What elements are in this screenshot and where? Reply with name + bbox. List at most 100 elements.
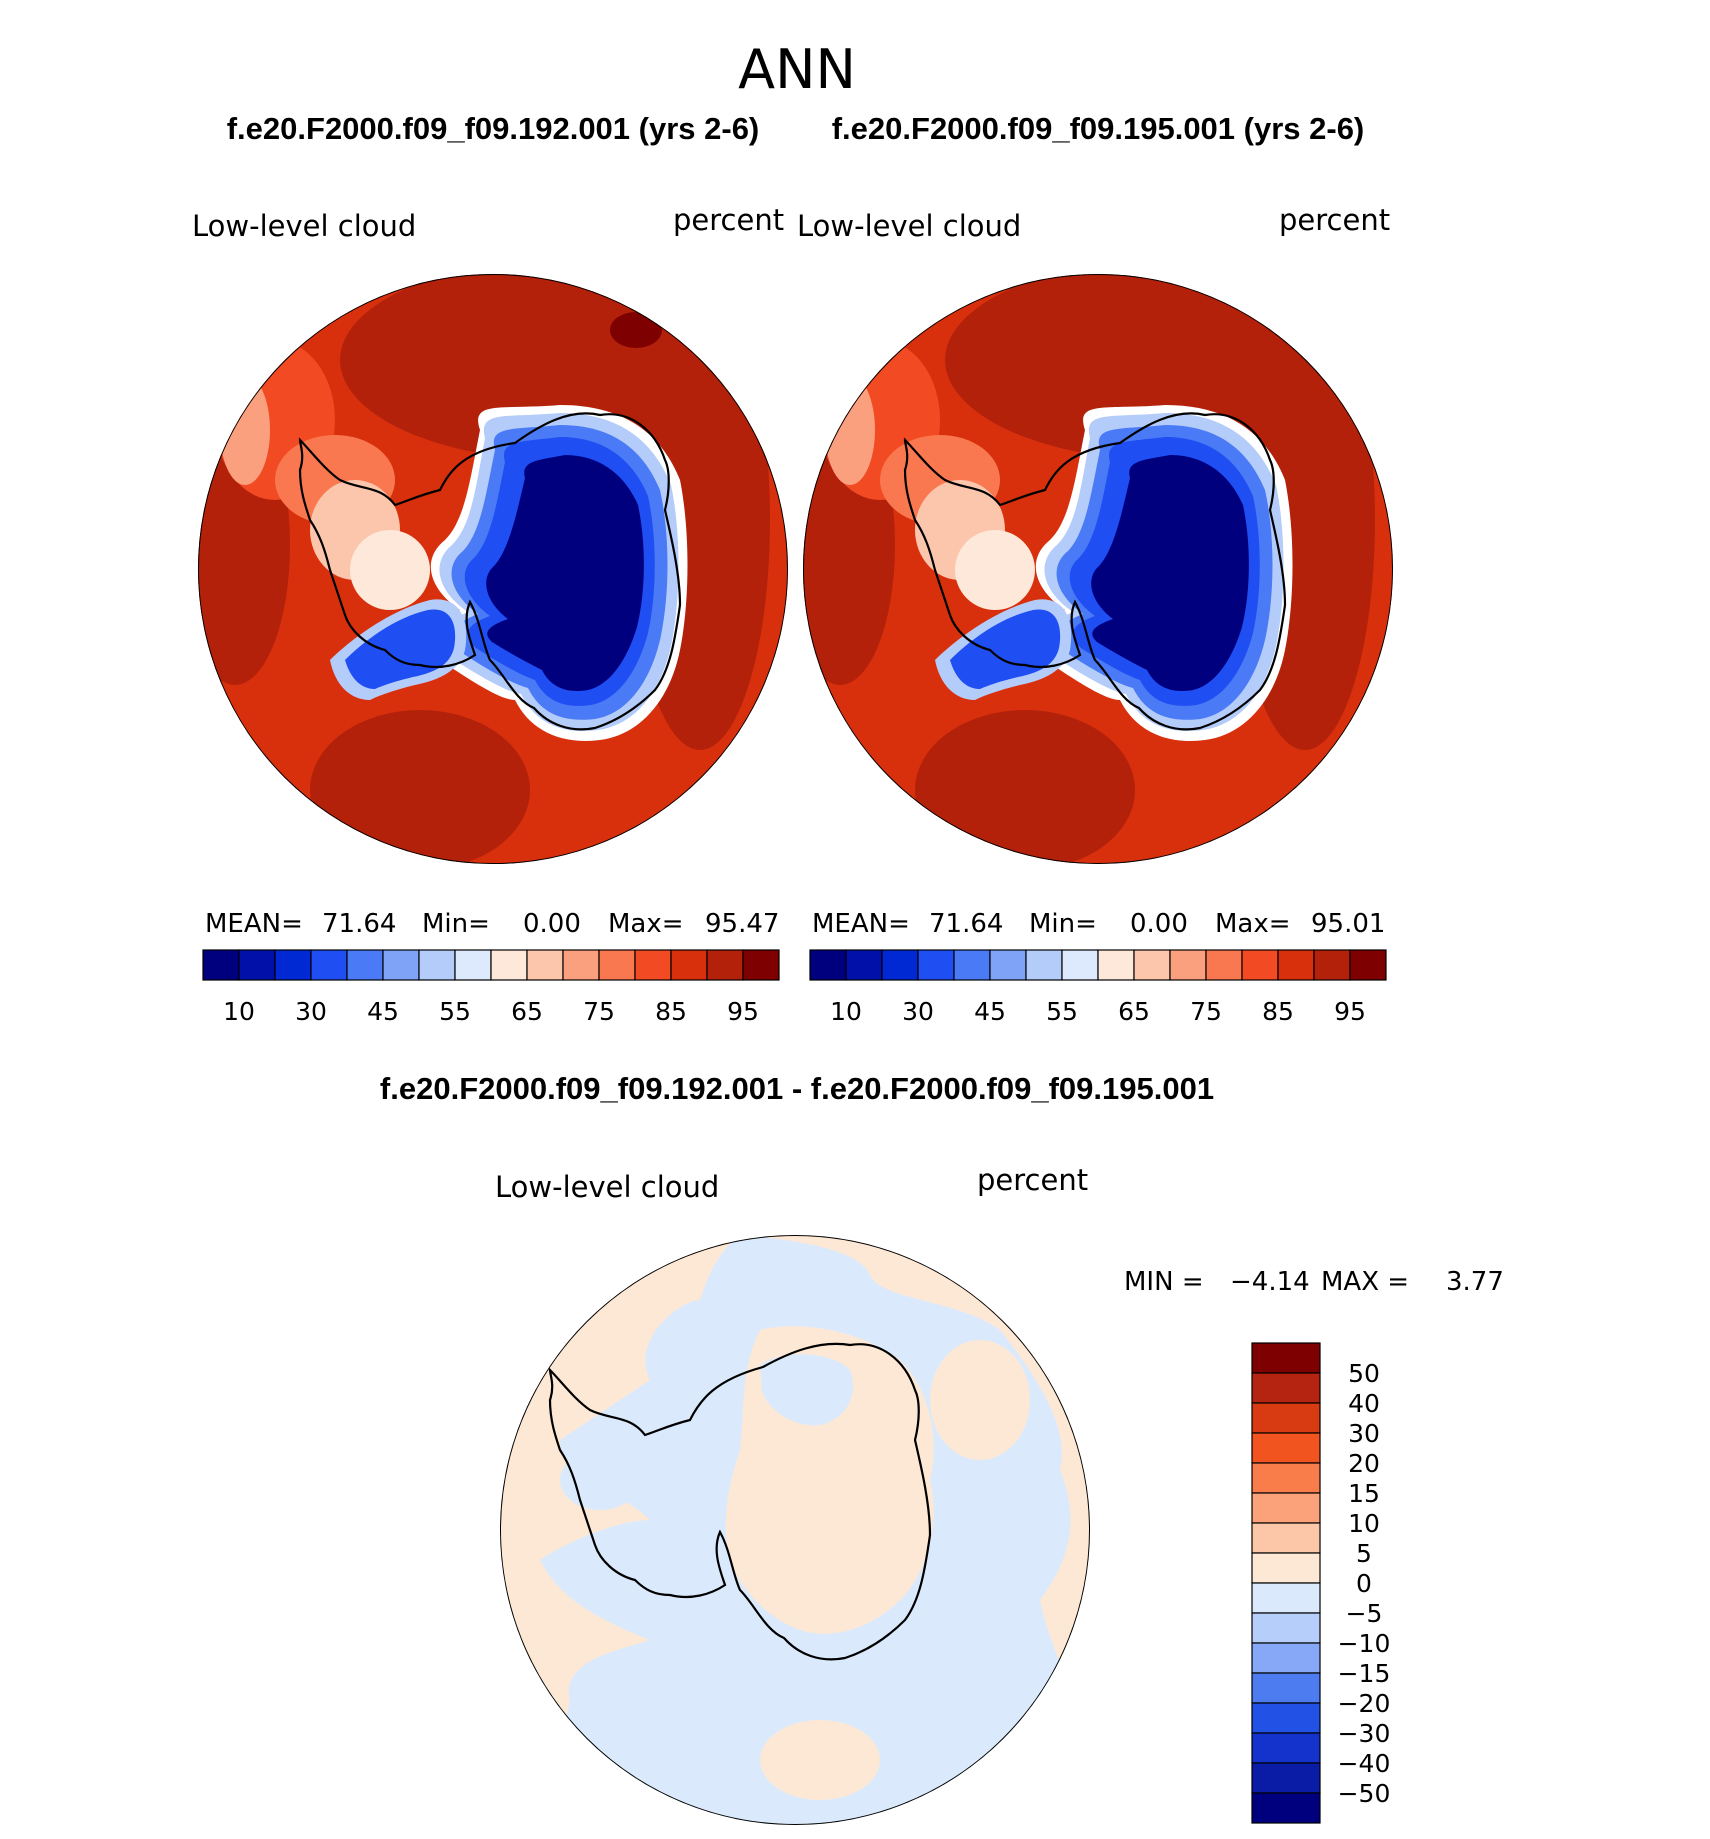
case2-max-label: Max= [1215,909,1291,939]
case1-colorbar-swatch [454,949,492,981]
case1-colorbar-swatch [634,949,672,981]
case2-colorbar-swatch [1025,949,1063,981]
case2-coastline [903,412,1287,731]
difference-colorbar-swatch [1251,1582,1321,1614]
difference-colorbar-tick-label: 5 [1356,1539,1372,1568]
difference-colorbar-swatch [1251,1342,1321,1374]
case1-colorbar-swatch [382,949,420,981]
case2-colorbar-swatch [1097,949,1135,981]
case2-colorbar-swatch [1241,949,1279,981]
difference-colorbar-tick-label: 40 [1348,1389,1380,1418]
case1-mean-value: 71.64 [322,909,396,939]
case2-units-label: percent [1279,203,1390,237]
difference-colorbar-swatch [1251,1702,1321,1734]
case2-colorbar-tick-label: 30 [902,997,934,1026]
case1-coastline [298,412,682,731]
difference-colorbar-tick-label: 15 [1348,1479,1380,1508]
case1-colorbar-tick-label: 45 [367,997,399,1026]
difference-min-label: MIN = [1124,1267,1204,1297]
case1-colorbar-swatch [670,949,708,981]
case2-title: f.e20.F2000.f09_f09.195.001 (yrs 2-6) [832,111,1365,146]
case1-colorbar-swatch [742,949,780,981]
difference-colorbar-tick-label: −10 [1338,1629,1391,1658]
difference-colorbar-tick-label: 50 [1348,1359,1380,1388]
case2-colorbar-swatch [1349,949,1387,981]
case2-colorbar-tick-label: 65 [1118,997,1150,1026]
case2-colorbar-tick-label: 10 [830,997,862,1026]
case1-colorbar-swatch [310,949,348,981]
case2-colorbar-swatch [809,949,847,981]
difference-colorbar-tick-label: −15 [1338,1659,1391,1688]
difference-colorbar-swatch [1251,1522,1321,1554]
case1-min-value: 0.00 [523,909,581,939]
case2-colorbar-tick-label: 45 [974,997,1006,1026]
case1-colorbar-tick-label: 55 [439,997,471,1026]
case2-colorbar-tick-label: 85 [1262,997,1294,1026]
case1-min-label: Min= [422,909,490,939]
case1-colorbar-tick-label: 95 [727,997,759,1026]
case2-mean-value: 71.64 [929,909,1003,939]
case2-colorbar-swatch [1205,949,1243,981]
difference-colorbar-tick-label: 20 [1348,1449,1380,1478]
case1-max-value: 95.47 [705,909,779,939]
difference-colorbar-swatch [1251,1792,1321,1824]
difference-colorbar-swatch [1251,1642,1321,1674]
case1-colorbar-swatch [490,949,528,981]
difference-coastline [548,1342,932,1661]
case1-colorbar-swatch [346,949,384,981]
case1-colorbar-tick-label: 30 [295,997,327,1026]
difference-colorbar-tick-label: −5 [1346,1599,1383,1628]
difference-colorbar-swatch [1251,1402,1321,1434]
difference-colorbar-tick-label: −20 [1338,1689,1391,1718]
case2-colorbar-tick-label: 95 [1334,997,1366,1026]
difference-colorbar-swatch [1251,1372,1321,1404]
difference-colorbar-tick-label: 30 [1348,1419,1380,1448]
case2-colorbar-swatch [881,949,919,981]
difference-colorbar-swatch [1251,1552,1321,1584]
case1-title: f.e20.F2000.f09_f09.192.001 (yrs 2-6) [227,111,760,146]
case1-colorbar-swatch [238,949,276,981]
case2-colorbar-swatch [917,949,955,981]
difference-colorbar-tick-label: −50 [1338,1779,1391,1808]
difference-colorbar-tick-label: −40 [1338,1749,1391,1778]
case2-colorbar-swatch [953,949,991,981]
difference-colorbar-swatch [1251,1612,1321,1644]
coastlines [298,412,1287,1661]
difference-polar-map [500,1235,1090,1825]
case2-colorbar: 10 30 45 55 65 75 85 95 [809,949,1387,1026]
difference-colorbar-swatch [1251,1732,1321,1764]
difference-colorbar-tick-label: −30 [1338,1719,1391,1748]
case2-colorbar-swatch [1169,949,1207,981]
difference-units-label: percent [977,1163,1088,1197]
case1-colorbar-swatch [418,949,456,981]
case2-min-value: 0.00 [1130,909,1188,939]
case1-colorbar-swatch [202,949,240,981]
difference-colorbar-swatch [1251,1672,1321,1704]
season-title: ANN [738,38,856,101]
difference-colorbar-tick-label: 0 [1356,1569,1372,1598]
case2-colorbar-swatch [1133,949,1171,981]
case1-field-label: Low-level cloud [192,209,416,243]
case1-units-label: percent [673,203,784,237]
case1-colorbar: 10 30 45 55 65 75 85 95 [202,949,780,1026]
difference-field-label: Low-level cloud [495,1170,719,1204]
case2-max-value: 95.01 [1311,909,1385,939]
case1-colorbar-swatch [526,949,564,981]
case2-min-label: Min= [1029,909,1097,939]
case1-colorbar-swatch [562,949,600,981]
difference-max-label: MAX = [1321,1267,1409,1297]
case1-max-label: Max= [608,909,684,939]
difference-colorbar-tick-label: 10 [1348,1509,1380,1538]
case1-colorbar-tick-label: 65 [511,997,543,1026]
case1-colorbar-tick-label: 75 [583,997,615,1026]
case1-colorbar-tick-label: 10 [223,997,255,1026]
case2-colorbar-swatch [989,949,1027,981]
case2-colorbar-swatch [845,949,883,981]
case1-mean-label: MEAN= [205,909,303,939]
case2-colorbar-swatch [1313,949,1351,981]
case1-colorbar-swatch [706,949,744,981]
case2-polar-map [803,274,1393,864]
case1-polar-map [198,274,788,864]
